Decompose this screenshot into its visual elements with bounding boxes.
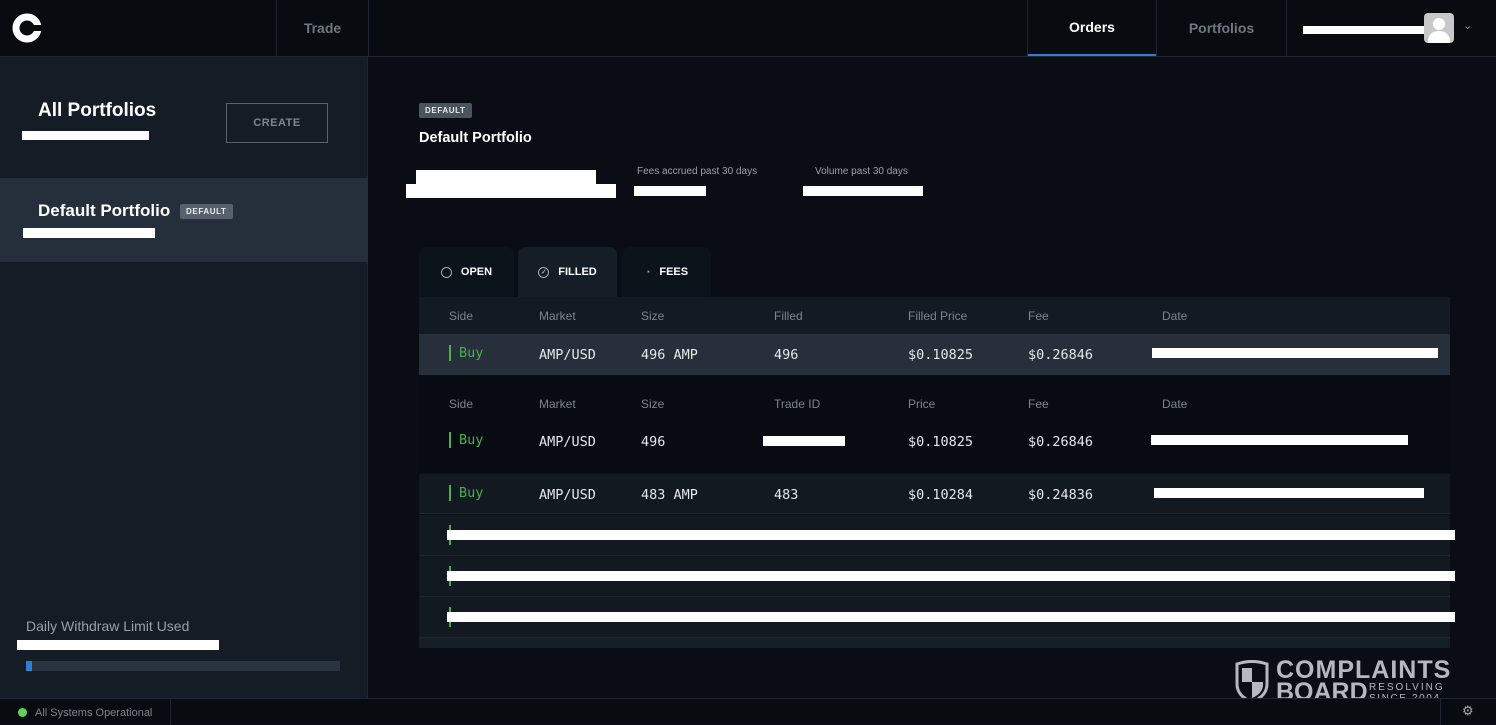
- top-bar: Trade Orders Portfolios ⌄: [0, 0, 1496, 57]
- check-circle-icon: ✓: [538, 266, 550, 278]
- detail-header-fee: Fee: [1028, 397, 1049, 411]
- redacted-fees: [634, 186, 706, 196]
- header-side[interactable]: Side: [449, 309, 474, 323]
- portfolio-title: Default Portfolio: [419, 130, 532, 146]
- pie-chart-icon: ◔: [644, 267, 651, 277]
- redacted-row: [447, 530, 1455, 540]
- market-cell: AMP/USD: [539, 434, 596, 450]
- default-badge: DEFAULT: [419, 103, 472, 118]
- watermark-line1: COMPLAINTS: [1276, 656, 1452, 684]
- fees-label: Fees accrued past 30 days: [637, 166, 758, 177]
- fee-cell: $0.24836: [1028, 487, 1094, 503]
- filled-cell: 496: [774, 347, 799, 363]
- nav-orders[interactable]: Orders: [1028, 0, 1156, 56]
- detail-header-size: Size: [641, 397, 665, 411]
- redacted-balance: [416, 170, 596, 184]
- table-row-selected[interactable]: Buy AMP/USD 496 AMP 496 $0.10825 $0.2684…: [419, 334, 1450, 375]
- shield-icon: [1235, 660, 1269, 704]
- watermark-tag1: RESOLVING: [1369, 682, 1445, 693]
- withdraw-progress-bar: [26, 661, 340, 671]
- detail-header-date: Date: [1162, 397, 1188, 411]
- tab-label: OPEN: [460, 266, 493, 278]
- header-fee[interactable]: Fee: [1028, 309, 1049, 323]
- redacted-trade-id: [763, 436, 845, 446]
- redacted-row: [447, 571, 1455, 581]
- redacted-username: [1303, 26, 1428, 34]
- sidebar: All Portfolios CREATE Default Portfolio …: [0, 57, 368, 698]
- table-row-redacted[interactable]: [419, 515, 1455, 556]
- side-cell: Buy: [449, 485, 483, 501]
- clock-icon: [440, 266, 452, 278]
- tab-filled[interactable]: ✓ FILLED: [518, 247, 617, 297]
- size-cell: 483 AMP: [641, 487, 698, 503]
- table-row-redacted[interactable]: [419, 597, 1455, 638]
- tab-label: FILLED: [558, 266, 597, 278]
- portfolio-item-default[interactable]: Default Portfolio DEFAULT: [0, 178, 368, 262]
- detail-header-market: Market: [539, 397, 576, 411]
- tab-label: FEES: [659, 266, 689, 278]
- status-text[interactable]: All Systems Operational: [35, 707, 153, 719]
- status-dot-icon: [18, 708, 27, 717]
- market-cell: AMP/USD: [539, 487, 596, 503]
- gear-icon[interactable]: ⚙: [1462, 703, 1474, 718]
- table-row[interactable]: Buy AMP/USD 483 AMP 483 $0.10284 $0.2483…: [419, 474, 1450, 514]
- header-market[interactable]: Market: [539, 309, 576, 323]
- size-cell: 496: [641, 434, 666, 450]
- withdraw-limit-label: Daily Withdraw Limit Used: [26, 618, 190, 634]
- redacted-volume: [803, 186, 923, 196]
- redacted-withdraw-amount: [17, 640, 219, 650]
- redacted-date: [1152, 348, 1438, 358]
- size-cell: 496 AMP: [641, 347, 698, 363]
- fill-detail: Side Market Size Trade ID Price Fee Date…: [419, 375, 1450, 473]
- market-cell: AMP/USD: [539, 347, 596, 363]
- redacted-balance-2: [406, 184, 616, 198]
- all-portfolios-title: All Portfolios: [38, 100, 157, 121]
- volume-label: Volume past 30 days: [815, 166, 908, 177]
- redacted-portfolio-balance: [23, 228, 155, 238]
- header-date[interactable]: Date: [1162, 309, 1188, 323]
- side-cell: Buy: [449, 432, 483, 448]
- filled-cell: 483: [774, 487, 799, 503]
- detail-header-side: Side: [449, 397, 474, 411]
- coinbase-logo-icon[interactable]: [12, 13, 42, 43]
- redacted-date: [1154, 488, 1424, 498]
- detail-header-price: Price: [908, 397, 936, 411]
- tab-open[interactable]: OPEN: [419, 247, 514, 297]
- chevron-down-icon[interactable]: ⌄: [1463, 20, 1473, 32]
- price-cell: $0.10284: [908, 487, 974, 503]
- table-header: Side Market Size Filled Filled Price Fee…: [419, 297, 1450, 334]
- portfolio-name: Default Portfolio: [38, 201, 171, 220]
- header-filled-price[interactable]: Filled Price: [908, 309, 968, 323]
- fee-cell: $0.26846: [1028, 434, 1094, 450]
- table-row-redacted[interactable]: [419, 556, 1455, 597]
- header-size[interactable]: Size: [641, 309, 665, 323]
- avatar[interactable]: [1424, 13, 1454, 43]
- redacted-total-balance: [22, 131, 149, 140]
- side-cell: Buy: [449, 345, 483, 361]
- fee-cell: $0.26846: [1028, 347, 1094, 363]
- redacted-row: [447, 612, 1455, 622]
- detail-header-trade-id: Trade ID: [774, 397, 821, 411]
- redacted-date: [1151, 435, 1408, 445]
- nav-trade[interactable]: Trade: [303, 20, 342, 36]
- create-portfolio-button[interactable]: CREATE: [226, 103, 328, 143]
- price-cell: $0.10825: [908, 434, 974, 450]
- nav-portfolios[interactable]: Portfolios: [1188, 20, 1255, 36]
- default-badge: DEFAULT: [180, 204, 233, 219]
- orders-table: Side Market Size Filled Filled Price Fee…: [419, 297, 1455, 648]
- tab-fees[interactable]: ◔ FEES: [622, 247, 711, 297]
- status-footer: All Systems Operational ⚙: [0, 698, 1496, 725]
- table-row-partial: [419, 638, 1450, 648]
- price-cell: $0.10825: [908, 347, 974, 363]
- header-filled[interactable]: Filled: [774, 309, 803, 323]
